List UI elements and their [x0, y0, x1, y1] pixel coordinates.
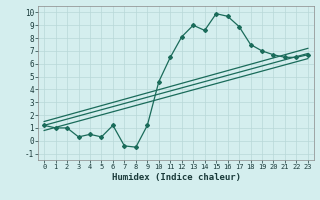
- X-axis label: Humidex (Indice chaleur): Humidex (Indice chaleur): [111, 173, 241, 182]
